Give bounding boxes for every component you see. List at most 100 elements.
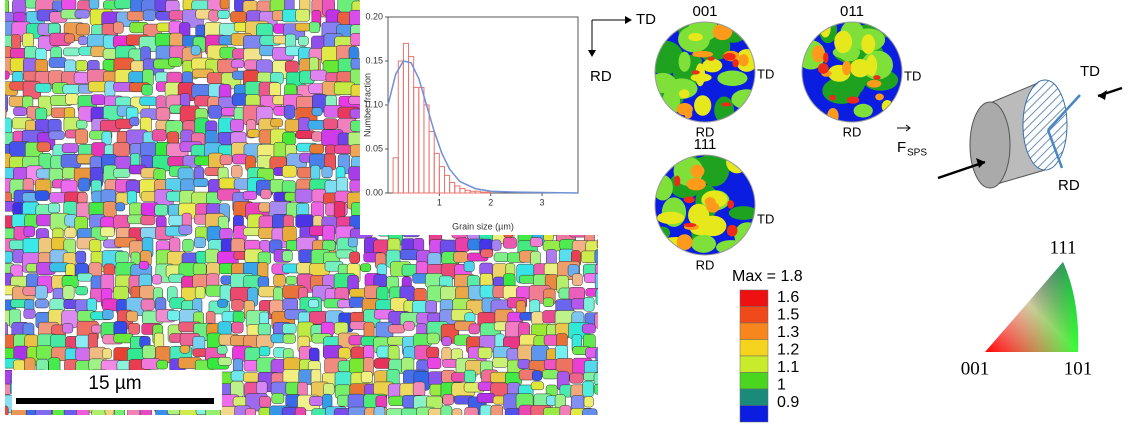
grain: [517, 359, 531, 370]
grain: [75, 250, 87, 264]
grain: [247, 128, 260, 138]
grain: [102, 348, 112, 359]
grain: [595, 348, 598, 364]
grain: [103, 263, 115, 277]
grain: [217, 10, 230, 19]
grain: [464, 369, 476, 383]
grain: [91, 94, 106, 106]
grain: [65, 93, 79, 105]
grain: [349, 251, 361, 264]
grain: [115, 202, 126, 212]
grain: [126, 190, 137, 205]
cylinder-back: [969, 101, 1011, 189]
grain: [194, 286, 206, 299]
grain: [102, 309, 114, 320]
y-tick-label: 0.05: [365, 143, 383, 153]
grain: [216, 345, 228, 355]
contour: [683, 196, 695, 204]
contour: [717, 70, 748, 86]
contour: [861, 34, 876, 54]
grain: [61, 0, 77, 11]
grain: [426, 332, 440, 345]
grain: [599, 334, 617, 350]
grain: [129, 116, 140, 127]
grain: [257, 276, 270, 288]
scale-label: 1.2: [777, 342, 799, 359]
grain: [491, 239, 502, 251]
grain: [273, 274, 286, 287]
pole-figure: [655, 22, 755, 122]
histogram: 0.00 0.05 0.10 0.15 0.20 1 2 3 Grain size (µm) Nu…: [362, 11, 579, 231]
grain: [427, 357, 442, 370]
y-axis-label: Number fraction: [362, 73, 372, 137]
scale-label: 1.1: [777, 359, 799, 376]
ipf-left: 001: [961, 358, 990, 379]
grain: [142, 9, 156, 21]
contour: [676, 103, 693, 116]
grain: [282, 165, 297, 178]
contour: [834, 30, 853, 54]
contour: [732, 58, 739, 68]
grain: [572, 273, 583, 286]
pole-rd: RD: [696, 257, 715, 272]
grain: [479, 404, 493, 415]
grain: [152, 274, 162, 285]
grain: [243, 372, 260, 383]
grain: [230, 119, 244, 132]
scale-label: 1.3: [777, 324, 799, 341]
grain: [310, 164, 321, 180]
grain: [464, 407, 479, 415]
grain: [151, 129, 167, 142]
contour: [817, 63, 829, 74]
grain: [141, 84, 153, 96]
grain: [582, 408, 598, 415]
contour: [842, 60, 852, 76]
pole-label: 011: [840, 3, 864, 20]
grain: [504, 408, 520, 415]
scale-label: 0.9: [777, 394, 799, 411]
grain: [308, 21, 321, 33]
grain: [217, 298, 228, 308]
grain: [140, 298, 155, 311]
force-sub: SPS: [907, 148, 927, 159]
ipf-right: 101: [1064, 358, 1093, 379]
pole-outline: [801, 21, 903, 123]
pole-td: TD: [757, 211, 774, 226]
pole-label: 001: [692, 3, 717, 20]
contour: [726, 155, 748, 174]
contour: [704, 197, 716, 207]
scale-title: Max = 1.8: [732, 268, 803, 285]
grain: [581, 250, 598, 264]
grain: [126, 310, 139, 322]
grain: [403, 321, 415, 331]
grain: [581, 323, 596, 334]
grain: [325, 144, 336, 155]
grain: [231, 165, 243, 178]
grain: [569, 372, 584, 384]
scale-swatch: [739, 306, 769, 324]
contour: [853, 103, 873, 118]
grain: [114, 407, 125, 415]
grain: [245, 408, 256, 415]
grain: [594, 249, 598, 264]
grain: [294, 188, 313, 203]
contour: [846, 96, 860, 104]
grain: [64, 227, 77, 238]
contour: [694, 95, 712, 116]
grain: [375, 395, 388, 408]
grain: [542, 297, 554, 307]
scale-bar: [16, 398, 214, 404]
grain: [34, 299, 49, 309]
grain: [334, 322, 349, 335]
grain: [599, 24, 620, 38]
grain: [464, 312, 476, 323]
grain: [115, 251, 129, 264]
x-axis-label: Grain size (µm): [452, 221, 514, 231]
grain: [48, 57, 67, 68]
grain: [208, 9, 220, 22]
contour: [676, 234, 693, 251]
grain: [138, 260, 149, 270]
sample-rd: RD: [1058, 177, 1080, 194]
contour: [726, 224, 738, 237]
scale-label: 1.5: [777, 307, 799, 324]
